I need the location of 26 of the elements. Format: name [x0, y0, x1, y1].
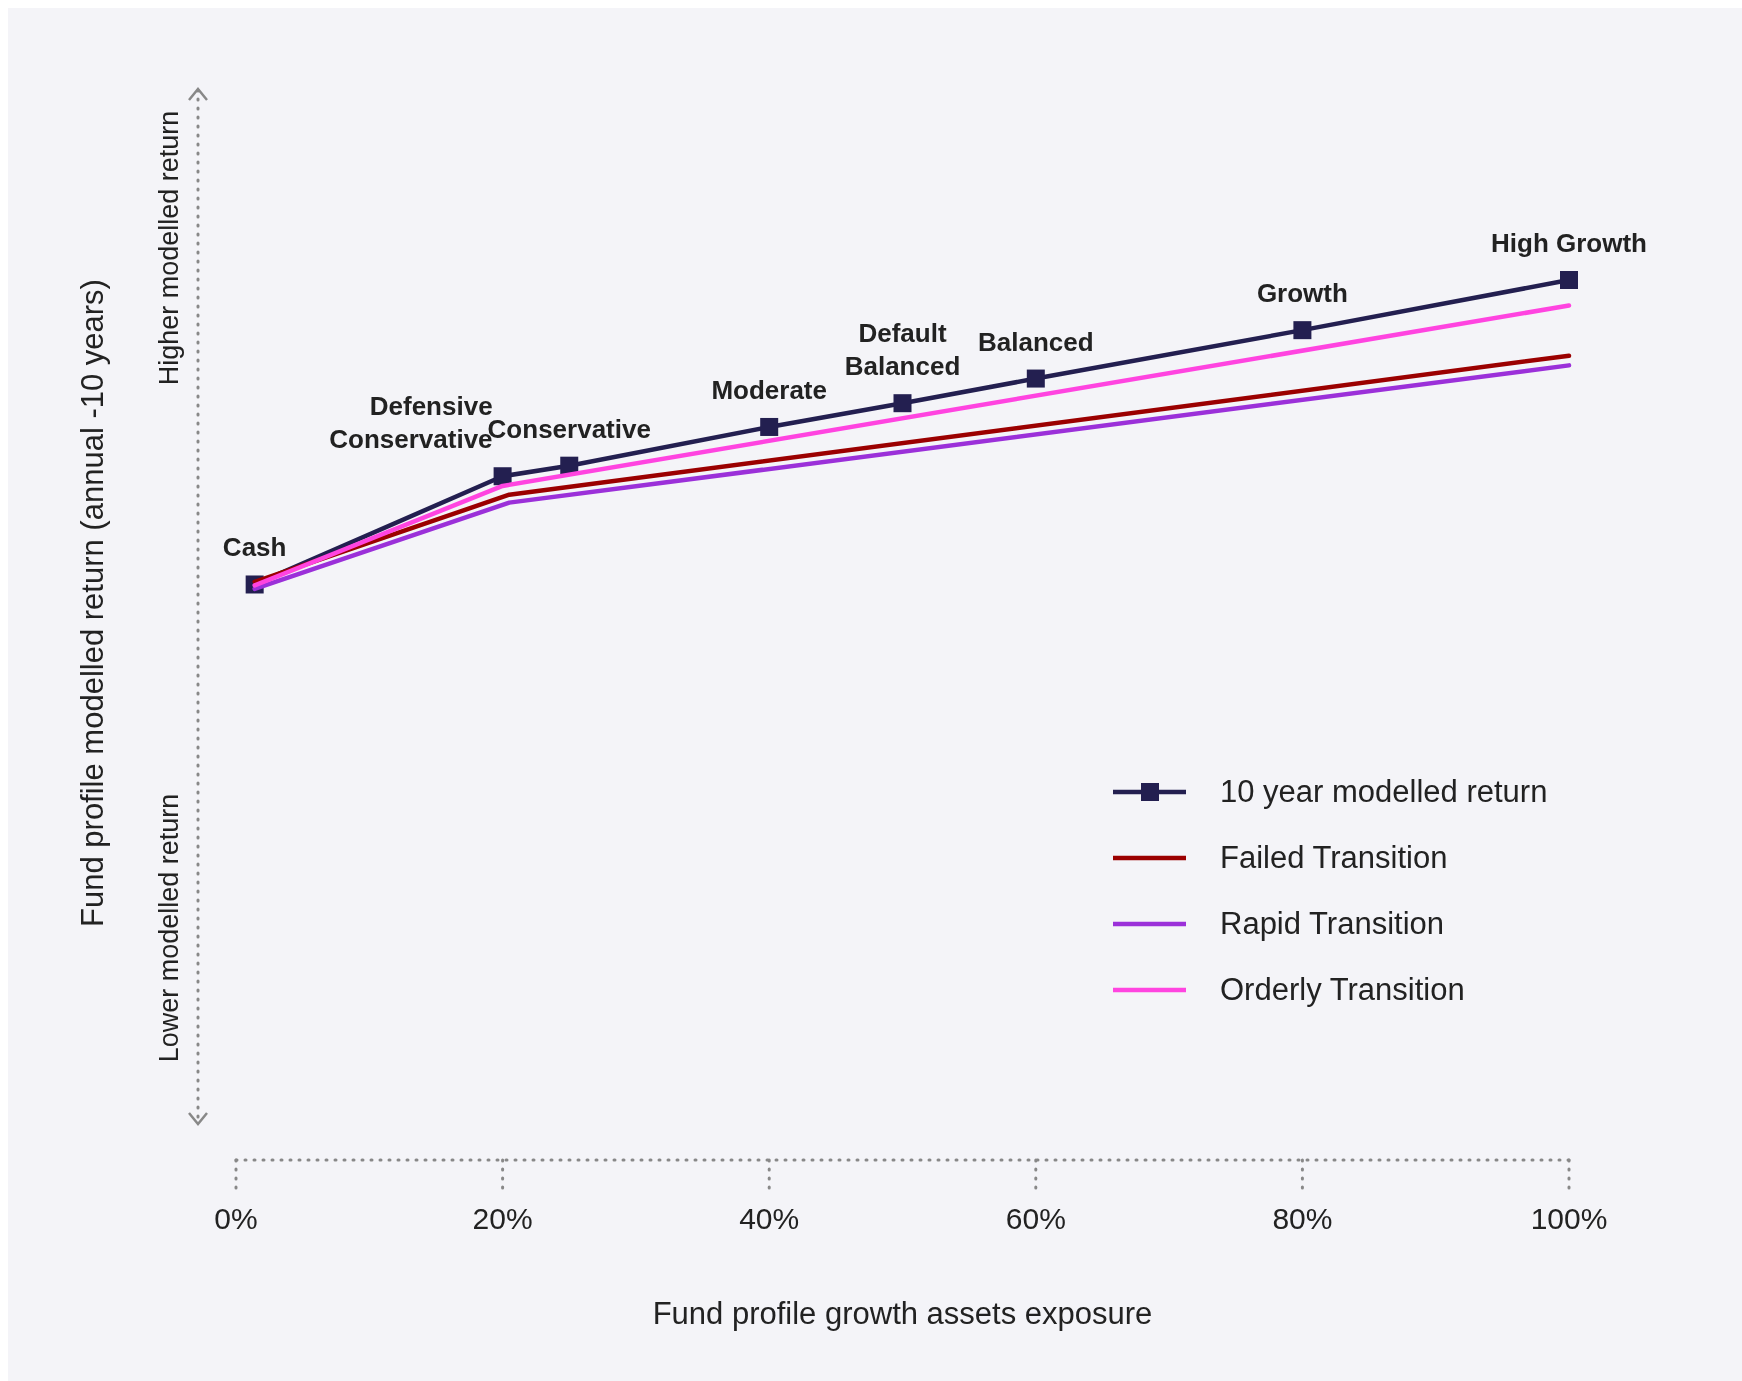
x-tick-label: 60%	[1005, 1202, 1066, 1235]
annotation: Moderate	[711, 374, 827, 405]
point	[1560, 271, 1578, 289]
annotation: Cash	[222, 532, 287, 563]
x-axis-title: Fund profile growth assets exposure	[652, 1296, 1153, 1331]
point	[760, 417, 779, 436]
text: Higher modelled return	[154, 110, 184, 386]
point	[493, 467, 512, 486]
text: Lower modelled return	[154, 793, 184, 1063]
point	[1293, 321, 1312, 340]
annotation: Balanced	[978, 326, 1094, 357]
annotation: Growth	[1256, 278, 1348, 309]
x-tick-label: 100%	[1530, 1202, 1608, 1235]
x-tick-label: 80%	[1272, 1202, 1333, 1235]
annotation: Default Balanced	[844, 318, 961, 382]
point	[1026, 369, 1045, 388]
x-tick-label: 20%	[472, 1202, 533, 1235]
x-tick-label: 0%	[214, 1202, 258, 1235]
x-tick-label: 40%	[739, 1202, 800, 1235]
legend-label: 10 year modelled return	[1220, 774, 1548, 809]
annotation: High Growth	[1491, 228, 1647, 258]
legend-label: Rapid Transition	[1220, 906, 1445, 941]
y-axis-title: Fund profile modelled return (annual -10 years)	[75, 279, 110, 927]
legend-label: Orderly Transition	[1220, 972, 1465, 1007]
legend-label: Failed Transition	[1220, 840, 1448, 875]
point	[893, 394, 912, 413]
